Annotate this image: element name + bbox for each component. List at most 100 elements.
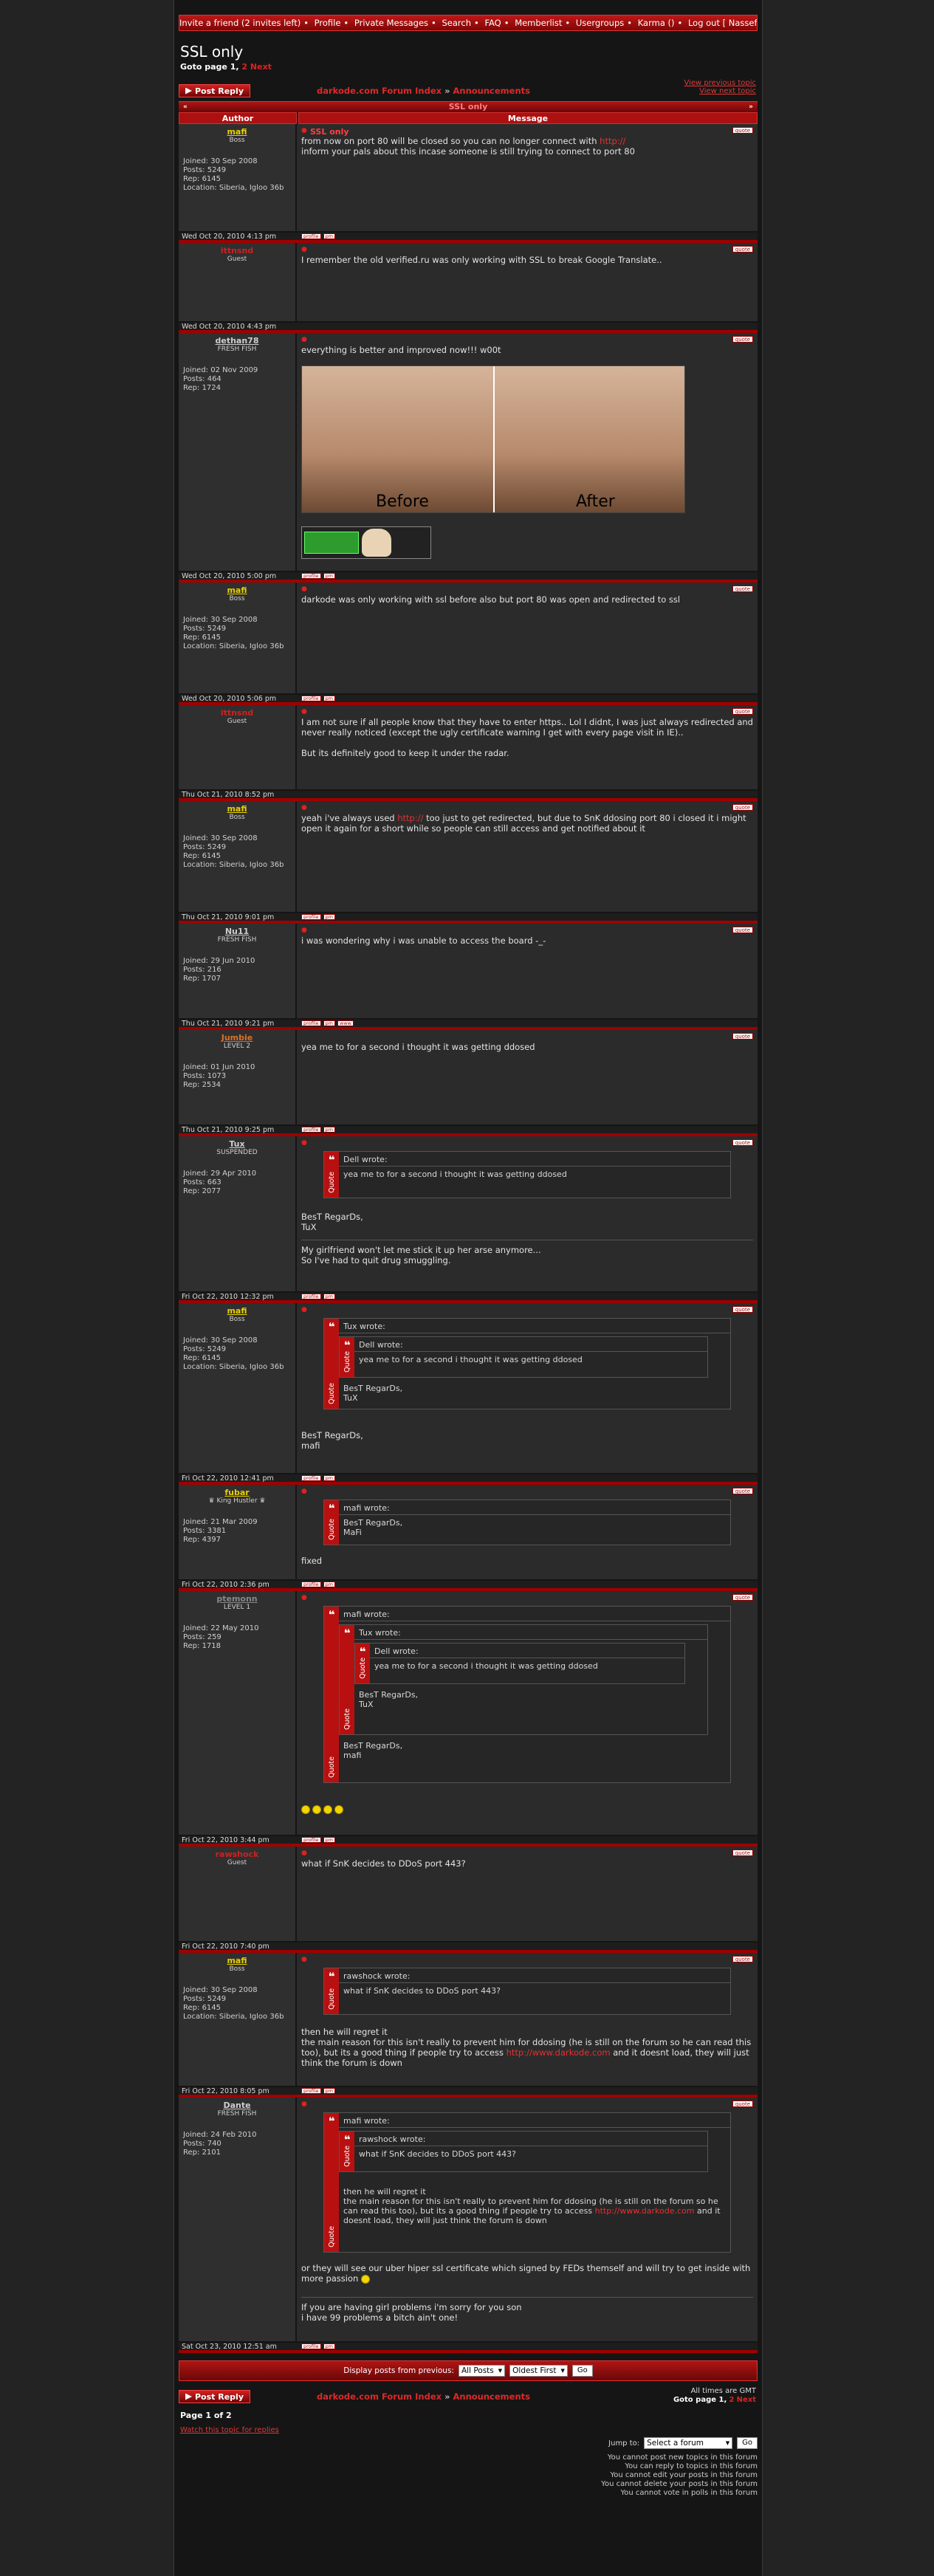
profile-button[interactable]: profile <box>301 233 321 239</box>
pm-button[interactable]: pm <box>323 1020 336 1026</box>
author-name[interactable]: Nu11 <box>224 927 250 936</box>
page-2-link[interactable]: 2 <box>241 62 248 72</box>
pm-button[interactable]: pm <box>323 2343 336 2349</box>
nav-karma[interactable]: Karma () <box>637 18 675 28</box>
quote-button[interactable]: quote <box>732 127 753 134</box>
view-previous-topic-link[interactable]: View previous topic <box>684 79 756 87</box>
profile-button[interactable]: profile <box>301 695 321 701</box>
next-arrow-icon[interactable]: » <box>749 103 753 111</box>
profile-button[interactable]: profile <box>301 573 321 579</box>
post-reply-button[interactable]: Post Reply <box>179 84 250 97</box>
watch-topic-link[interactable]: Watch this topic for replies <box>180 2426 279 2434</box>
author-name[interactable]: Tux <box>229 1139 245 1149</box>
quote-button[interactable]: quote <box>732 708 753 715</box>
pm-button[interactable]: pm <box>323 2088 336 2094</box>
profile-button[interactable]: profile <box>301 1581 321 1587</box>
pm-button[interactable]: pm <box>323 1294 336 1299</box>
nav-private-messages[interactable]: Private Messages <box>354 18 429 28</box>
author-name: rawshock <box>215 1849 259 1859</box>
post-link[interactable]: http://www.darkode.com <box>506 2047 611 2058</box>
author-rank: Boss <box>229 1965 245 1973</box>
profile-button[interactable]: profile <box>301 2343 321 2349</box>
post: ptemonn LEVEL 1 Joined: 22 May 2010 Post… <box>179 1591 758 1847</box>
profile-button[interactable]: profile <box>301 1837 321 1843</box>
profile-button[interactable]: profile <box>301 2088 321 2094</box>
author-name[interactable]: fubar <box>224 1488 250 1497</box>
quote-button[interactable]: quote <box>732 1849 753 1856</box>
post-footer: Fri Oct 22, 2010 12:41 pm profile pm <box>179 1473 758 1483</box>
nav-profile[interactable]: Profile <box>314 18 341 28</box>
author-name[interactable]: mafi <box>227 804 247 814</box>
quote-button[interactable]: quote <box>732 1306 753 1313</box>
pm-button[interactable]: pm <box>323 233 336 239</box>
quote-button[interactable]: quote <box>732 927 753 933</box>
nav-memberlist[interactable]: Memberlist <box>515 18 563 28</box>
author-name[interactable]: Dante <box>223 2101 251 2110</box>
quote-button[interactable]: quote <box>732 1139 753 1146</box>
post-subject: SSL only <box>310 127 349 137</box>
author-name[interactable]: ptemonn <box>216 1594 258 1604</box>
profile-button[interactable]: profile <box>301 1020 321 1026</box>
quote-button[interactable]: quote <box>732 1594 753 1601</box>
view-next-topic-link[interactable]: View next topic <box>699 87 756 95</box>
page-2-link[interactable]: 2 <box>729 2396 735 2404</box>
breadcrumb-announcements[interactable]: Announcements <box>453 86 530 96</box>
nav-usergroups[interactable]: Usergroups <box>575 18 625 28</box>
breadcrumb-announcements[interactable]: Announcements <box>453 2391 530 2402</box>
profile-button[interactable]: profile <box>301 1475 321 1481</box>
author-name[interactable]: dethan78 <box>215 336 259 346</box>
author-name[interactable]: mafi <box>227 1306 247 1316</box>
breadcrumb-forum-index[interactable]: darkode.com Forum Index <box>317 86 442 96</box>
author-name[interactable]: mafi <box>227 585 247 595</box>
www-button[interactable]: www <box>337 1020 354 1026</box>
jump-go-button[interactable]: Go <box>737 2437 758 2449</box>
posts-filter-select[interactable]: All Posts ▼ <box>458 2365 506 2377</box>
pm-button[interactable]: pm <box>323 695 336 701</box>
quote-button[interactable]: quote <box>732 246 753 253</box>
topic-header-title[interactable]: SSL only <box>448 102 488 111</box>
page-1-link[interactable]: 1, <box>718 2396 727 2404</box>
post-link[interactable]: http:// <box>600 136 626 146</box>
next-page-link[interactable]: Next <box>250 62 272 72</box>
quote-button[interactable]: quote <box>732 585 753 592</box>
post-content: ● quote ❝ Quote mafi wrote: ❝ Quote Tux wro… <box>297 1591 758 1835</box>
page-1-link[interactable]: 1, <box>230 62 239 72</box>
nav-invite[interactable]: Invite a friend (2 invites left) <box>179 18 301 28</box>
nav-logout[interactable]: Log out [ Nassef ] <box>687 18 758 28</box>
action-bar: Post Reply darkode.com Forum Index» Annou… <box>179 79 758 98</box>
prev-arrow-icon[interactable]: « <box>183 103 188 111</box>
pm-button[interactable]: pm <box>323 1837 336 1843</box>
author-name[interactable]: mafi <box>227 1956 247 1965</box>
next-page-link[interactable]: Next <box>736 2396 756 2404</box>
profile-button[interactable]: profile <box>301 1127 321 1133</box>
quote-button[interactable]: quote <box>732 2101 753 2107</box>
post-date: Fri Oct 22, 2010 7:40 pm <box>182 1942 269 1951</box>
quote-button[interactable]: quote <box>732 1033 753 1040</box>
quote-button[interactable]: quote <box>732 1488 753 1494</box>
profile-button[interactable]: profile <box>301 914 321 920</box>
post-link[interactable]: http:// <box>397 813 424 823</box>
pm-button[interactable]: pm <box>323 1475 336 1481</box>
post-icon: ● <box>301 1849 307 1857</box>
pm-button[interactable]: pm <box>323 1127 336 1133</box>
post-reply-button-bottom[interactable]: Post Reply <box>179 2390 250 2403</box>
nav-search[interactable]: Search <box>442 18 471 28</box>
pm-button[interactable]: pm <box>323 573 336 579</box>
author-name[interactable]: Jumbie <box>221 1033 253 1043</box>
pm-button[interactable]: pm <box>323 914 336 920</box>
sort-order-select[interactable]: Oldest First ▼ <box>509 2365 568 2377</box>
breadcrumb-forum-index[interactable]: darkode.com Forum Index <box>317 2391 442 2402</box>
post-author-panel: mafi Boss Joined: 30 Sep 2008 Posts: 524… <box>179 1303 297 1473</box>
crown-icon: ♛ <box>208 1497 215 1505</box>
quote-button[interactable]: quote <box>732 336 753 343</box>
nav-faq[interactable]: FAQ <box>484 18 501 28</box>
post-body: everything is better and improved now!!!… <box>301 345 501 355</box>
author-name[interactable]: mafi <box>227 127 247 137</box>
quote-button[interactable]: quote <box>732 1956 753 1962</box>
pm-button[interactable]: pm <box>323 1581 336 1587</box>
quote-button[interactable]: quote <box>732 804 753 811</box>
go-button[interactable]: Go <box>571 2365 593 2377</box>
jump-forum-select[interactable]: Select a forum ▼ <box>644 2437 733 2449</box>
profile-button[interactable]: profile <box>301 1294 321 1299</box>
quoted-link[interactable]: http://www.darkode.com <box>594 2206 695 2216</box>
